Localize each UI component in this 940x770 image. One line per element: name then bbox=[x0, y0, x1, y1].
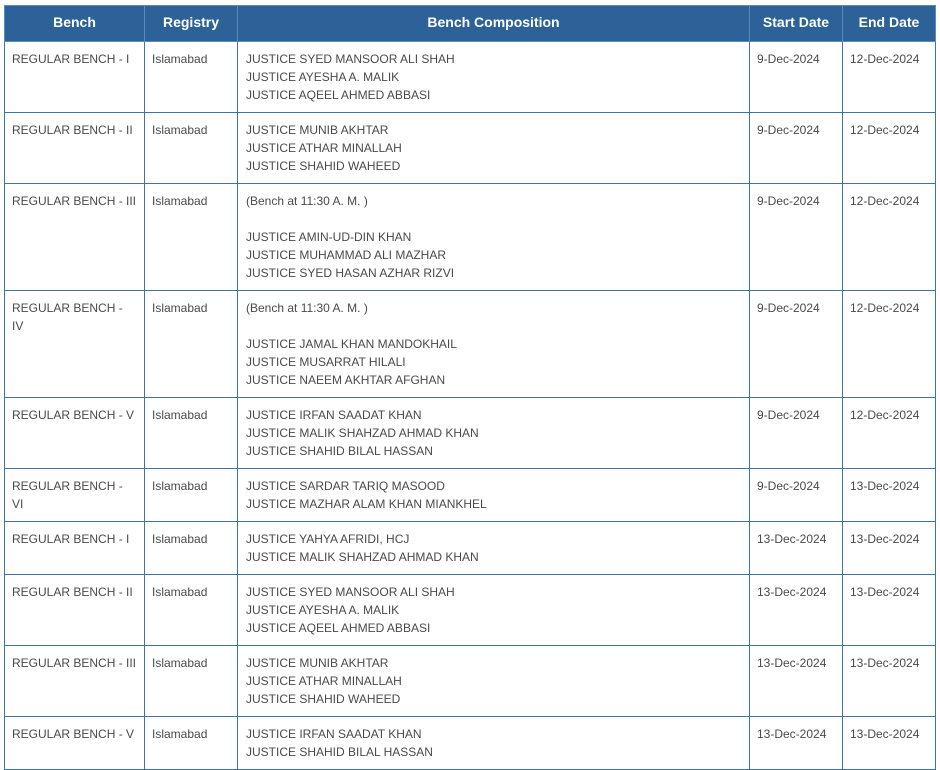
start-date-cell: 13-Dec-2024 bbox=[749, 716, 843, 770]
registry-cell: Islamabad bbox=[144, 468, 238, 522]
start-date-cell: 9-Dec-2024 bbox=[749, 112, 843, 184]
registry-cell: Islamabad bbox=[144, 290, 238, 398]
judge-name: JUSTICE AQEEL AHMED ABBASI bbox=[246, 88, 431, 102]
bench-composition-cell: JUSTICE IRFAN SAADAT KHAN JUSTICE MALIK S… bbox=[237, 397, 750, 469]
registry-cell: Islamabad bbox=[144, 574, 238, 646]
bench-cell: REGULAR BENCH - VI bbox=[4, 468, 145, 522]
registry-cell: Islamabad bbox=[144, 112, 238, 184]
table-row: REGULAR BENCH - V Islamabad JUSTICE IRFAN … bbox=[4, 716, 936, 770]
bench-composition-cell: JUSTICE YAHYA AFRIDI, HCJ JUSTICE MALIK S… bbox=[237, 521, 750, 575]
judge-name: JUSTICE JAMAL KHAN MANDOKHAIL bbox=[246, 337, 457, 351]
registry-cell: Islamabad bbox=[144, 183, 238, 291]
registry-cell: Islamabad bbox=[144, 645, 238, 717]
bench-cell: REGULAR BENCH - I bbox=[4, 521, 145, 575]
start-date-cell: 13-Dec-2024 bbox=[749, 574, 843, 646]
start-date-cell: 9-Dec-2024 bbox=[749, 397, 843, 469]
end-date-cell: 12-Dec-2024 bbox=[842, 183, 936, 291]
judge-name: JUSTICE IRFAN SAADAT KHAN bbox=[246, 727, 422, 741]
end-date-cell: 13-Dec-2024 bbox=[842, 645, 936, 717]
judge-name: JUSTICE MAZHAR ALAM KHAN MIANKHEL bbox=[246, 497, 487, 511]
end-date-cell: 13-Dec-2024 bbox=[842, 574, 936, 646]
bench-cell: REGULAR BENCH - II bbox=[4, 112, 145, 184]
judge-name: JUSTICE SHAHID BILAL HASSAN bbox=[246, 745, 433, 759]
bench-composition-cell: JUSTICE MUNIB AKHTAR JUSTICE ATHAR MINALL… bbox=[237, 112, 750, 184]
end-date-cell: 12-Dec-2024 bbox=[842, 41, 936, 113]
end-date-cell: 12-Dec-2024 bbox=[842, 397, 936, 469]
judge-name: JUSTICE MALIK SHAHZAD AHMAD KHAN bbox=[246, 426, 479, 440]
start-date-cell: 9-Dec-2024 bbox=[749, 41, 843, 113]
end-date-cell: 13-Dec-2024 bbox=[842, 716, 936, 770]
registry-cell: Islamabad bbox=[144, 41, 238, 113]
judge-name: JUSTICE AQEEL AHMED ABBASI bbox=[246, 621, 431, 635]
judge-name: JUSTICE AYESHA A. MALIK bbox=[246, 70, 400, 84]
end-date-cell: 12-Dec-2024 bbox=[842, 290, 936, 398]
bench-time-note: (Bench at 11:30 A. M. ) bbox=[246, 194, 368, 208]
start-date-cell: 9-Dec-2024 bbox=[749, 290, 843, 398]
table-row: REGULAR BENCH - IV Islamabad (Bench at 11:… bbox=[4, 290, 936, 398]
table-header-row: Bench Registry Bench Composition Start D… bbox=[4, 5, 936, 42]
judge-name: JUSTICE IRFAN SAADAT KHAN bbox=[246, 408, 422, 422]
table-row: REGULAR BENCH - II Islamabad JUSTICE MUNIB… bbox=[4, 112, 936, 184]
bench-composition-cell: JUSTICE MUNIB AKHTAR JUSTICE ATHAR MINALL… bbox=[237, 645, 750, 717]
bench-composition-cell: JUSTICE SYED MANSOOR ALI SHAH JUSTICE AYE… bbox=[237, 574, 750, 646]
bench-composition-cell: JUSTICE SARDAR TARIQ MASOOD JUSTICE MAZHA… bbox=[237, 468, 750, 522]
judge-name: JUSTICE AYESHA A. MALIK bbox=[246, 603, 400, 617]
bench-cell: REGULAR BENCH - V bbox=[4, 716, 145, 770]
table-row: REGULAR BENCH - III Islamabad JUSTICE MUNI… bbox=[4, 645, 936, 717]
table-row: REGULAR BENCH - VI Islamabad JUSTICE SARDA… bbox=[4, 468, 936, 522]
table-body: REGULAR BENCH - I Islamabad JUSTICE SYED M… bbox=[4, 41, 936, 770]
judge-name: JUSTICE YAHYA AFRIDI, HCJ bbox=[246, 532, 410, 546]
judge-name: JUSTICE MUNIB AKHTAR bbox=[246, 656, 389, 670]
column-header-bench-composition: Bench Composition bbox=[237, 5, 750, 42]
column-header-start-date: Start Date bbox=[749, 5, 843, 42]
judge-name: JUSTICE SHAHID BILAL HASSAN bbox=[246, 444, 433, 458]
table-row: REGULAR BENCH - III Islamabad (Bench at 11… bbox=[4, 183, 936, 291]
start-date-cell: 13-Dec-2024 bbox=[749, 521, 843, 575]
end-date-cell: 13-Dec-2024 bbox=[842, 468, 936, 522]
start-date-cell: 9-Dec-2024 bbox=[749, 468, 843, 522]
column-header-registry: Registry bbox=[144, 5, 238, 42]
registry-cell: Islamabad bbox=[144, 521, 238, 575]
registry-cell: Islamabad bbox=[144, 716, 238, 770]
table-row: REGULAR BENCH - II Islamabad JUSTICE SYED … bbox=[4, 574, 936, 646]
bench-composition-cell: (Bench at 11:30 A. M. ) JUSTICE JAMAL KHA… bbox=[237, 290, 750, 398]
judge-name: JUSTICE MUHAMMAD ALI MAZHAR bbox=[246, 248, 447, 262]
judge-name: JUSTICE SYED HASAN AZHAR RIZVI bbox=[246, 266, 455, 280]
bench-roster-table: Bench Registry Bench Composition Start D… bbox=[4, 5, 936, 770]
bench-roster-container: Bench Registry Bench Composition Start D… bbox=[4, 5, 936, 770]
bench-cell: REGULAR BENCH - V bbox=[4, 397, 145, 469]
judge-name: JUSTICE NAEEM AKHTAR AFGHAN bbox=[246, 373, 446, 387]
table-row: REGULAR BENCH - I Islamabad JUSTICE SYED M… bbox=[4, 41, 936, 113]
judge-name: JUSTICE MUSARRAT HILALI bbox=[246, 355, 406, 369]
judge-name: JUSTICE MUNIB AKHTAR bbox=[246, 123, 389, 137]
judge-name: JUSTICE AMIN-UD-DIN KHAN bbox=[246, 230, 412, 244]
bench-cell: REGULAR BENCH - II bbox=[4, 574, 145, 646]
bench-cell: REGULAR BENCH - I bbox=[4, 41, 145, 113]
judge-name: JUSTICE SARDAR TARIQ MASOOD bbox=[246, 479, 445, 493]
judge-name: JUSTICE ATHAR MINALLAH bbox=[246, 674, 402, 688]
end-date-cell: 13-Dec-2024 bbox=[842, 521, 936, 575]
end-date-cell: 12-Dec-2024 bbox=[842, 112, 936, 184]
judge-name: JUSTICE ATHAR MINALLAH bbox=[246, 141, 402, 155]
registry-cell: Islamabad bbox=[144, 397, 238, 469]
column-header-bench: Bench bbox=[4, 5, 145, 42]
table-row: REGULAR BENCH - V Islamabad JUSTICE IRFAN … bbox=[4, 397, 936, 469]
bench-composition-cell: JUSTICE IRFAN SAADAT KHAN JUSTICE SHAHID … bbox=[237, 716, 750, 770]
judge-name: JUSTICE SHAHID WAHEED bbox=[246, 692, 401, 706]
table-row: REGULAR BENCH - I Islamabad JUSTICE YAHYA … bbox=[4, 521, 936, 575]
bench-cell: REGULAR BENCH - III bbox=[4, 183, 145, 291]
start-date-cell: 13-Dec-2024 bbox=[749, 645, 843, 717]
judge-name: JUSTICE MALIK SHAHZAD AHMAD KHAN bbox=[246, 550, 479, 564]
column-header-end-date: End Date bbox=[842, 5, 936, 42]
bench-composition-cell: (Bench at 11:30 A. M. ) JUSTICE AMIN-UD-D… bbox=[237, 183, 750, 291]
bench-cell: REGULAR BENCH - IV bbox=[4, 290, 145, 398]
bench-cell: REGULAR BENCH - III bbox=[4, 645, 145, 717]
bench-composition-cell: JUSTICE SYED MANSOOR ALI SHAH JUSTICE AYE… bbox=[237, 41, 750, 113]
judge-name: JUSTICE SYED MANSOOR ALI SHAH bbox=[246, 52, 455, 66]
bench-time-note: (Bench at 11:30 A. M. ) bbox=[246, 301, 368, 315]
judge-name: JUSTICE SYED MANSOOR ALI SHAH bbox=[246, 585, 455, 599]
start-date-cell: 9-Dec-2024 bbox=[749, 183, 843, 291]
judge-name: JUSTICE SHAHID WAHEED bbox=[246, 159, 401, 173]
